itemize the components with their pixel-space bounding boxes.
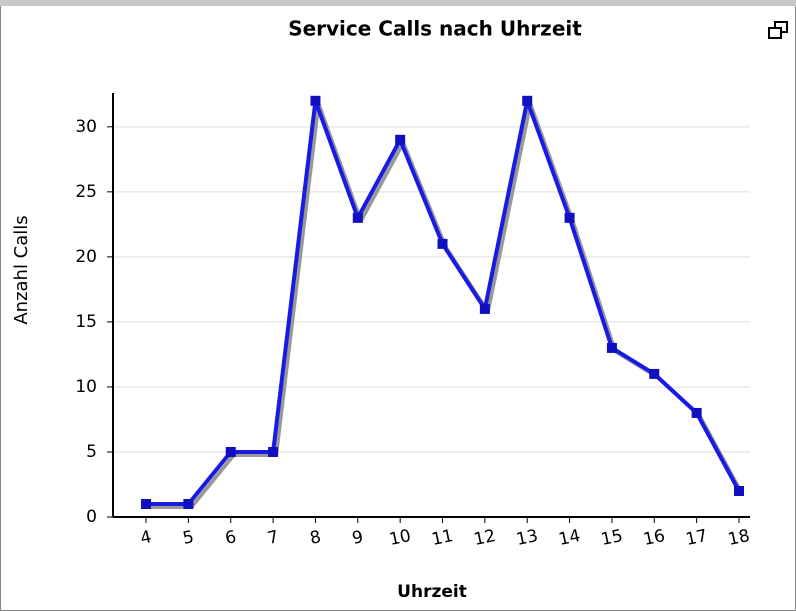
x-tick-label: 10 xyxy=(387,526,412,550)
restore-icon[interactable] xyxy=(768,21,788,39)
x-tick-label: 17 xyxy=(684,526,709,550)
x-tick-label: 14 xyxy=(557,526,582,550)
data-point xyxy=(183,498,194,509)
x-tick-label: 4 xyxy=(139,527,154,549)
y-tick-label: 25 xyxy=(75,182,97,202)
x-tick-label: 5 xyxy=(181,527,196,549)
y-tick-label: 30 xyxy=(75,117,97,137)
x-tick-label: 7 xyxy=(266,527,281,549)
data-point xyxy=(479,303,490,314)
x-tick-label: 18 xyxy=(726,526,751,550)
data-point xyxy=(437,238,448,249)
y-tick-label: 0 xyxy=(86,507,97,527)
data-point xyxy=(395,134,406,145)
data-point xyxy=(691,407,702,418)
data-point xyxy=(141,498,152,509)
x-tick-label: 9 xyxy=(350,527,365,549)
x-axis-label: Uhrzeit xyxy=(397,582,467,602)
x-tick-label: 8 xyxy=(308,527,323,549)
window-bar xyxy=(0,0,796,6)
data-point xyxy=(522,95,533,106)
data-point xyxy=(268,446,279,457)
x-tick-label: 13 xyxy=(515,526,540,550)
y-tick-label: 15 xyxy=(75,312,97,332)
y-axis-label: Anzahl Calls xyxy=(11,215,32,324)
data-point xyxy=(606,342,617,353)
x-tick-label: 11 xyxy=(430,526,455,550)
x-tick-label: 6 xyxy=(223,527,238,549)
data-point xyxy=(225,446,236,457)
y-tick-label: 5 xyxy=(86,442,97,462)
data-point xyxy=(352,212,363,223)
data-point xyxy=(733,485,744,496)
x-tick-label: 12 xyxy=(472,526,497,550)
data-point xyxy=(649,368,660,379)
y-tick-label: 10 xyxy=(75,377,97,397)
y-tick-label: 20 xyxy=(75,247,97,267)
x-tick-label: 16 xyxy=(642,526,667,550)
data-point xyxy=(310,95,321,106)
x-tick-label: 15 xyxy=(599,526,624,550)
data-point xyxy=(564,212,575,223)
chart-title: Service Calls nach Uhrzeit xyxy=(288,17,582,41)
